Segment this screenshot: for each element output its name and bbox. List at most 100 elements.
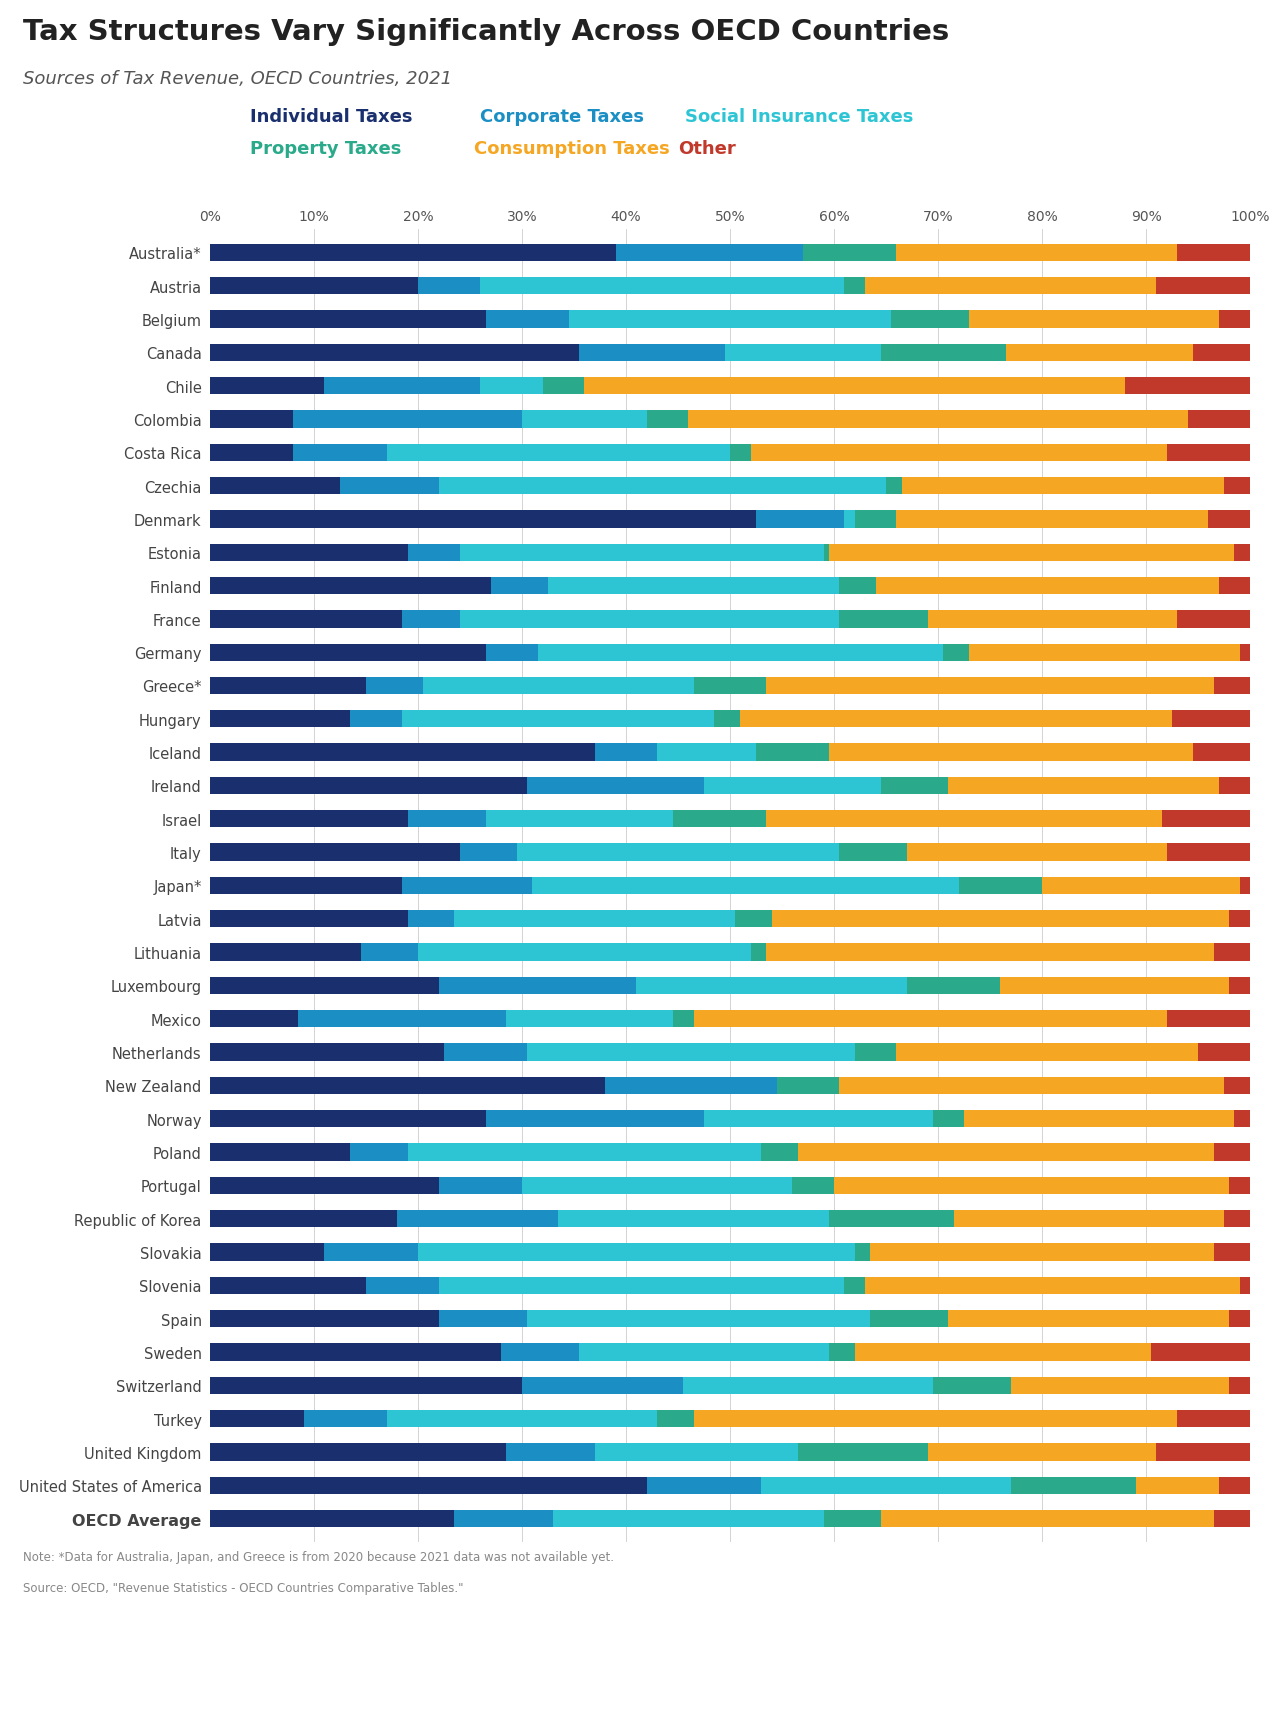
- Bar: [303, 1411, 387, 1428]
- Bar: [1172, 711, 1251, 728]
- Bar: [673, 1011, 694, 1028]
- Bar: [210, 744, 595, 761]
- Bar: [829, 1344, 855, 1361]
- Bar: [210, 1411, 303, 1428]
- Bar: [340, 478, 439, 495]
- Bar: [1006, 345, 1193, 362]
- Bar: [580, 345, 724, 362]
- Bar: [1193, 744, 1251, 761]
- Bar: [210, 977, 439, 994]
- Bar: [210, 1443, 507, 1460]
- Bar: [210, 1111, 485, 1128]
- Bar: [870, 1309, 948, 1327]
- Bar: [439, 1178, 522, 1195]
- Bar: [210, 312, 485, 329]
- Text: Property Taxes: Property Taxes: [250, 141, 401, 158]
- Bar: [439, 478, 886, 495]
- Bar: [1229, 1309, 1251, 1327]
- Bar: [1178, 610, 1251, 627]
- Bar: [210, 1044, 444, 1061]
- Bar: [876, 578, 1219, 595]
- Bar: [210, 1510, 454, 1527]
- Bar: [402, 610, 460, 627]
- Bar: [1167, 1011, 1251, 1028]
- Bar: [439, 977, 636, 994]
- Bar: [361, 944, 419, 962]
- Bar: [387, 444, 730, 461]
- Bar: [1162, 811, 1251, 828]
- Bar: [397, 1210, 558, 1227]
- Bar: [527, 1309, 870, 1327]
- Text: Corporate Taxes: Corporate Taxes: [480, 108, 644, 125]
- Bar: [210, 811, 407, 828]
- Bar: [954, 1210, 1224, 1227]
- Bar: [673, 811, 767, 828]
- Bar: [210, 644, 485, 662]
- Bar: [538, 644, 943, 662]
- Text: Consumption Taxes: Consumption Taxes: [474, 141, 669, 158]
- Bar: [605, 1076, 777, 1094]
- Bar: [595, 744, 657, 761]
- Bar: [881, 778, 948, 795]
- Bar: [580, 1344, 829, 1361]
- Bar: [210, 1477, 646, 1495]
- Bar: [906, 977, 1001, 994]
- Bar: [694, 677, 767, 694]
- Bar: [823, 1510, 881, 1527]
- Bar: [407, 910, 454, 927]
- Bar: [714, 711, 740, 728]
- Bar: [735, 910, 772, 927]
- Bar: [845, 511, 855, 528]
- Bar: [210, 1376, 522, 1393]
- Bar: [777, 1076, 840, 1094]
- Bar: [886, 478, 901, 495]
- Bar: [1219, 1477, 1251, 1495]
- Bar: [792, 1178, 835, 1195]
- Bar: [1001, 977, 1229, 994]
- Bar: [454, 910, 735, 927]
- Bar: [1224, 1076, 1251, 1094]
- Bar: [1213, 1510, 1251, 1527]
- Bar: [694, 1011, 1167, 1028]
- Bar: [865, 278, 1156, 295]
- Bar: [324, 1244, 419, 1262]
- Bar: [210, 545, 407, 562]
- Bar: [366, 1277, 439, 1294]
- Bar: [210, 1011, 298, 1028]
- Bar: [881, 345, 1006, 362]
- Bar: [1229, 910, 1251, 927]
- Bar: [964, 1111, 1234, 1128]
- Bar: [767, 677, 1213, 694]
- Bar: [293, 411, 522, 428]
- Bar: [751, 944, 767, 962]
- Bar: [1229, 1178, 1251, 1195]
- Bar: [948, 778, 1219, 795]
- Bar: [829, 744, 1193, 761]
- Bar: [485, 644, 538, 662]
- Bar: [1156, 1443, 1251, 1460]
- Bar: [210, 677, 366, 694]
- Bar: [407, 811, 485, 828]
- Bar: [460, 610, 840, 627]
- Bar: [767, 811, 1162, 828]
- Bar: [646, 411, 689, 428]
- Bar: [881, 1510, 1213, 1527]
- Bar: [1234, 1111, 1251, 1128]
- Bar: [1213, 1244, 1251, 1262]
- Bar: [568, 312, 891, 329]
- Bar: [210, 843, 460, 860]
- Bar: [595, 1443, 797, 1460]
- Bar: [948, 1309, 1229, 1327]
- Bar: [657, 1411, 694, 1428]
- Bar: [1198, 1044, 1251, 1061]
- Bar: [366, 677, 424, 694]
- Bar: [548, 578, 840, 595]
- Bar: [740, 711, 1172, 728]
- Bar: [855, 511, 896, 528]
- Bar: [1219, 312, 1251, 329]
- Bar: [704, 1111, 933, 1128]
- Bar: [928, 1443, 1156, 1460]
- Bar: [1151, 1344, 1251, 1361]
- Bar: [210, 778, 527, 795]
- Bar: [829, 1210, 954, 1227]
